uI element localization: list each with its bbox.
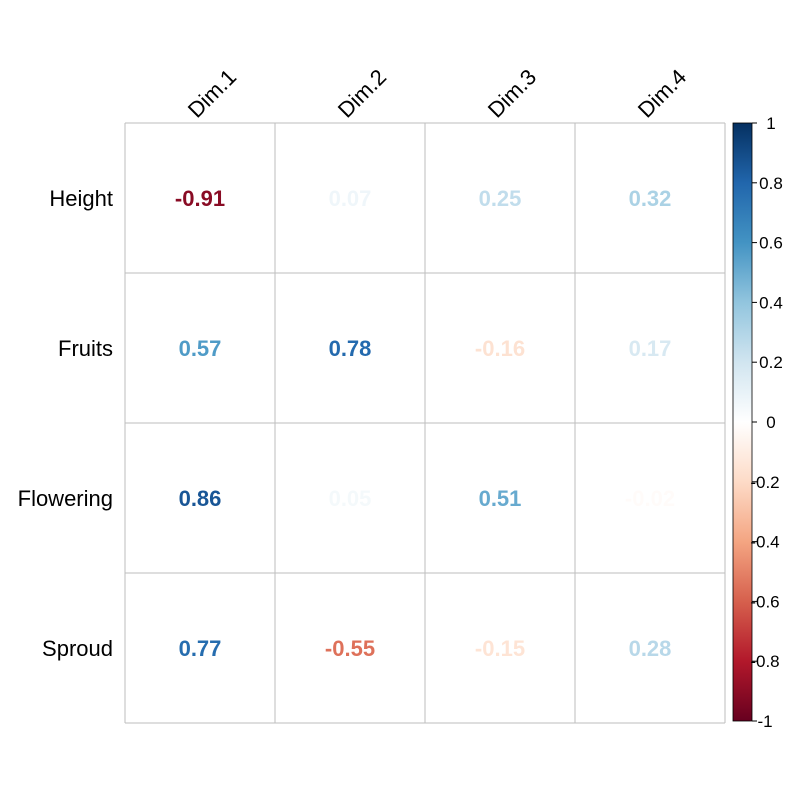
cell-value-fruits-dim3: -0.16: [475, 336, 525, 361]
cell-value-height-dim2: 0.07: [329, 186, 372, 211]
cell-values: -0.91 0.07 0.25 0.32 0.57 0.78 -0.16 0.17 0.86 0.…: [175, 186, 675, 661]
colorbar: 1 0.8 0.6 0.4 0.2 0 -0.2 -0.4 -0.6 -0.8 -1: [732, 114, 783, 731]
colorbar-tick-label: -0.2: [750, 473, 779, 492]
row-label-flowering: Flowering: [18, 486, 113, 511]
colorbar-tick-label: -0.8: [750, 652, 779, 671]
cell-value-height-dim3: 0.25: [479, 186, 522, 211]
cell-value-height-dim4: 0.32: [629, 186, 672, 211]
column-label-dim4: Dim.4: [633, 64, 691, 122]
colorbar-gradient: [732, 122, 753, 722]
colorbar-tick-label: 1: [766, 114, 775, 133]
cell-value-flowering-dim4: -0.02: [625, 486, 675, 511]
cell-value-fruits-dim4: 0.17: [629, 336, 672, 361]
row-label-sproud: Sproud: [42, 636, 113, 661]
cell-value-sproud-dim2: -0.55: [325, 636, 375, 661]
cell-value-sproud-dim3: -0.15: [475, 636, 525, 661]
plot-grid: [124, 122, 726, 724]
cell-value-sproud-dim1: 0.77: [179, 636, 222, 661]
colorbar-tick-label: 0.4: [759, 293, 783, 312]
cell-value-sproud-dim4: 0.28: [629, 636, 672, 661]
cell-value-flowering-dim3: 0.51: [479, 486, 522, 511]
colorbar-tick-label: -1: [757, 712, 772, 731]
cell-value-height-dim1: -0.91: [175, 186, 225, 211]
column-labels: Dim.1 Dim.2 Dim.3 Dim.4: [183, 64, 691, 122]
column-label-dim3: Dim.3: [483, 64, 541, 122]
colorbar-tick-label: 0: [766, 413, 775, 432]
cell-value-flowering-dim2: 0.05: [329, 486, 372, 511]
column-label-dim2: Dim.2: [333, 64, 391, 122]
colorbar-tick-label: 0.8: [759, 174, 783, 193]
row-label-fruits: Fruits: [58, 336, 113, 361]
colorbar-tick-label: 0.2: [759, 353, 783, 372]
column-label-dim1: Dim.1: [183, 64, 241, 122]
row-label-height: Height: [49, 186, 113, 211]
row-labels: Height Fruits Flowering Sproud: [18, 186, 113, 661]
colorbar-tick-label: -0.6: [750, 592, 779, 611]
cell-value-fruits-dim1: 0.57: [179, 336, 222, 361]
cell-value-fruits-dim2: 0.78: [329, 336, 372, 361]
cell-value-flowering-dim1: 0.86: [179, 486, 222, 511]
colorbar-tick-label: 0.6: [759, 234, 783, 253]
colorbar-tick-label: -0.4: [750, 533, 779, 552]
